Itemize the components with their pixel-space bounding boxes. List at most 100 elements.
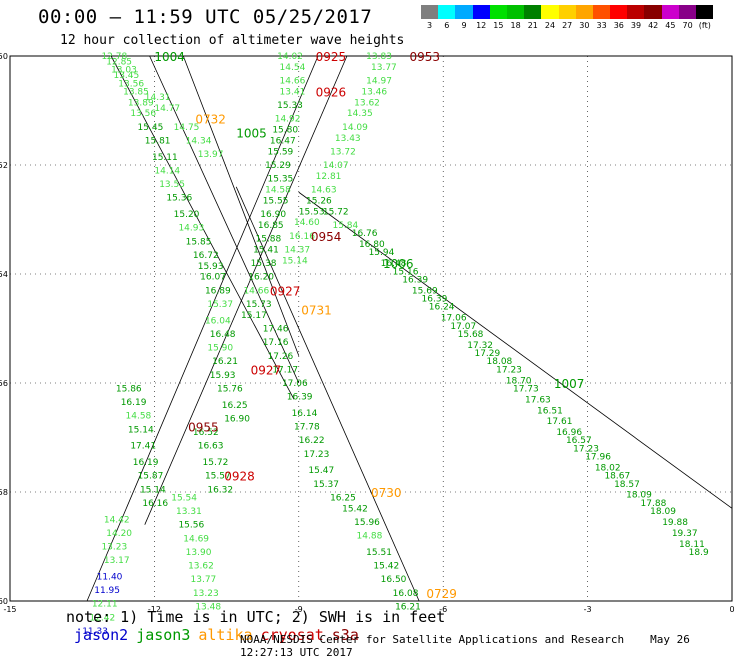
scale-swatch <box>472 5 490 19</box>
swh-value-label: 14.07 <box>323 161 349 171</box>
scale-swatch <box>489 5 507 19</box>
swh-value-label: 16.90 <box>260 210 286 220</box>
swh-value-label: 15.37 <box>313 480 339 490</box>
swh-value-label: 14.66 <box>280 77 306 87</box>
swh-value-label: 16.57 <box>566 436 592 446</box>
swh-value-label: 15.54 <box>171 493 197 503</box>
scale-label: 70 <box>682 21 693 30</box>
swh-value-label: 16.24 <box>429 303 455 313</box>
swh-value-label: 17.73 <box>513 384 539 394</box>
swh-value-label: 15.81 <box>145 136 171 146</box>
y-tick-label: -60 <box>0 597 8 606</box>
legend-items: jason2 jason3 altika cryosat s3a <box>66 626 359 644</box>
legend-item-s3a: s3a <box>331 626 359 644</box>
swh-value-label: 17.29 <box>474 349 500 359</box>
color-scale: 3 6 9 12 15 18 21 24 27 30 33 36 39 42 45 70 (ft) <box>421 5 714 31</box>
swh-value-label: 14.69 <box>183 534 209 544</box>
swh-value-label: 16.07 <box>200 273 226 283</box>
swh-value-label: 16.08 <box>393 589 419 599</box>
swh-value-label: 16.39 <box>422 295 448 305</box>
swh-value-label: 13.89 <box>128 98 154 108</box>
swh-value-label: 15.87 <box>138 472 164 482</box>
swh-value-label: 16.72 <box>193 251 219 261</box>
swh-value-label: 14.14 <box>154 166 180 176</box>
footer-credit: NOAA/NESDIS Center for Satellite Applica… <box>240 633 625 646</box>
swh-value-label: 15.88 <box>255 235 281 245</box>
scale-swatch <box>592 5 611 19</box>
swh-value-label: 16.32 <box>207 485 233 495</box>
chart-title: 00:00 – 11:59 UTC 05/25/2017 <box>38 6 373 28</box>
swh-value-label: 15.93 <box>210 371 236 381</box>
legend-item-jason3: jason3 <box>136 626 191 644</box>
swh-value-label: 16.04 <box>205 316 231 326</box>
swh-value-label: 15.37 <box>207 300 233 310</box>
legend: note: 1) Time is in UTC; 2) SWH is in fe… <box>66 608 740 644</box>
swh-value-label: 19.37 <box>672 529 698 539</box>
legend-note: note: 1) Time is in UTC; 2) SWH is in fe… <box>66 608 446 626</box>
scale-label: 18 <box>510 21 521 30</box>
swh-value-label: 16.48 <box>210 330 236 340</box>
swh-value-label: 15.26 <box>306 196 332 206</box>
time-label: 0926 <box>316 85 347 99</box>
swh-value-label: 18.67 <box>604 472 630 482</box>
swh-value-label: 16.19 <box>121 398 147 408</box>
scale-swatch <box>541 5 559 19</box>
swh-value-label: 15.72 <box>323 207 349 217</box>
time-label: 0927 <box>251 363 282 377</box>
legend-item-jason2: jason2 <box>74 626 129 644</box>
scale-swatch <box>558 5 576 19</box>
swh-value-label: 15.20 <box>174 210 200 220</box>
swh-value-label: 18.9 <box>689 548 709 558</box>
swh-value-label: 15.29 <box>265 161 291 171</box>
swh-value-label: 15.85 <box>186 237 212 247</box>
swh-value-label: 13.90 <box>186 548 212 558</box>
x-tick-label: -15 <box>3 605 16 614</box>
swh-value-label: 15.55 <box>263 196 289 206</box>
swh-value-label: 15.51 <box>366 548 392 558</box>
swh-value-label: 16.48 <box>381 259 407 269</box>
swh-value-label: 17.41 <box>130 442 156 452</box>
scale-swatch <box>575 5 593 19</box>
swh-value-label: 14.42 <box>104 515 130 525</box>
swh-value-label: 14.63 <box>311 186 337 196</box>
scale-label: 6 <box>444 21 450 30</box>
swh-value-label: 15.96 <box>354 518 380 528</box>
time-label: 0953 <box>410 50 441 64</box>
scale-label: 36 <box>613 21 624 30</box>
scale-label: 45 <box>665 21 676 30</box>
swh-value-label: 13.62 <box>354 98 380 108</box>
scale-swatch <box>524 5 542 19</box>
swh-value-label: 16.85 <box>258 221 284 231</box>
swh-value-label: 13.56 <box>130 109 156 119</box>
scale-label: 39 <box>630 21 642 30</box>
swh-value-label: 16.20 <box>248 273 274 283</box>
time-label: 1006 <box>383 257 414 271</box>
swh-value-label: 15.72 <box>203 458 229 468</box>
swh-value-label: 13.03 <box>111 66 137 76</box>
swh-value-label: 17.26 <box>268 352 294 362</box>
swh-value-label: 14.77 <box>154 104 180 114</box>
swh-value-label: 17.06 <box>441 314 467 324</box>
time-label: 1005 <box>236 126 267 140</box>
swh-value-label: 15.14 <box>282 256 308 266</box>
swh-value-label: 15.16 <box>393 267 419 277</box>
swh-value-label: 16.90 <box>224 414 250 424</box>
scale-label: 27 <box>562 21 573 30</box>
scale-swatch <box>438 5 456 19</box>
swh-value-label: 16.25 <box>222 401 248 411</box>
swh-value-label: 13.97 <box>198 150 224 160</box>
swh-value-label: 16.16 <box>289 232 315 242</box>
swh-value-label: 13.46 <box>361 87 387 97</box>
swh-value-label: 15.53 <box>299 207 325 217</box>
legend-item-altika: altika <box>198 626 253 644</box>
swh-value-label: 16.25 <box>330 493 356 503</box>
swh-value-label: 18.09 <box>626 491 652 501</box>
swh-value-label: 17.63 <box>525 395 551 405</box>
swh-value-label: 15.68 <box>458 330 484 340</box>
swh-value-label: 15.57 <box>205 472 231 482</box>
satellite-track <box>182 55 300 356</box>
swh-value-label: 13.56 <box>118 79 144 89</box>
x-tick-label: -9 <box>295 605 303 614</box>
